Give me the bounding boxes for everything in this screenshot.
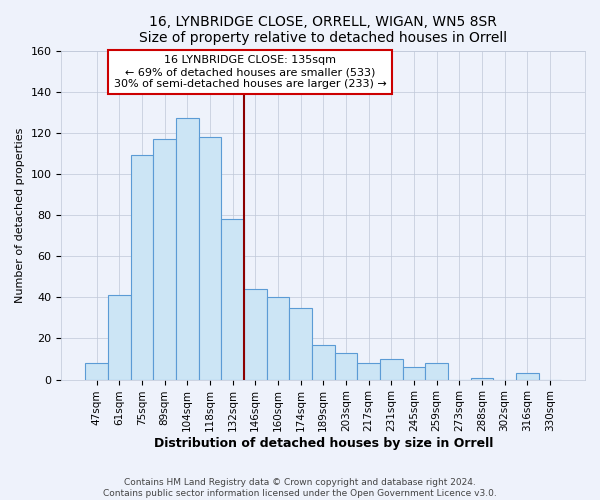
Bar (108, 296, 131, 380)
Bar (131, 156, 153, 380)
Title: 16, LYNBRIDGE CLOSE, ORRELL, WIGAN, WN5 8SR
Size of property relative to detache: 16, LYNBRIDGE CLOSE, ORRELL, WIGAN, WN5 … (139, 15, 507, 45)
Bar (176, 118, 199, 380)
Bar (244, 289, 266, 380)
Bar (312, 344, 335, 380)
Bar (85, 363, 108, 380)
Text: 16 LYNBRIDGE CLOSE: 135sqm
← 69% of detached houses are smaller (533)
30% of sem: 16 LYNBRIDGE CLOSE: 135sqm ← 69% of deta… (113, 56, 386, 88)
Bar (380, 359, 403, 380)
Bar (403, 368, 425, 380)
Bar (289, 308, 312, 380)
Bar (357, 363, 380, 380)
Bar (199, 137, 221, 380)
Y-axis label: Number of detached properties: Number of detached properties (15, 128, 25, 303)
Text: Contains HM Land Registry data © Crown copyright and database right 2024.
Contai: Contains HM Land Registry data © Crown c… (103, 478, 497, 498)
Bar (516, 374, 539, 380)
Bar (425, 363, 448, 380)
Bar (153, 139, 176, 380)
Bar (221, 219, 244, 380)
Bar (266, 298, 289, 380)
Bar (470, 378, 493, 380)
Bar (335, 353, 357, 380)
X-axis label: Distribution of detached houses by size in Orrell: Distribution of detached houses by size … (154, 437, 493, 450)
